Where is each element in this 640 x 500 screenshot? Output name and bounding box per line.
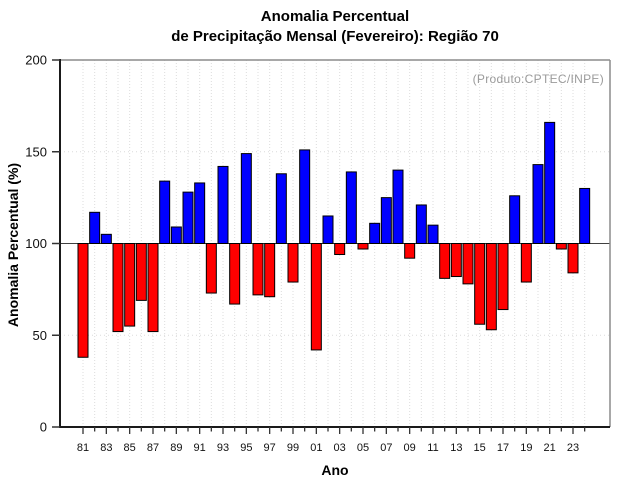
bar-2005 bbox=[357, 243, 369, 250]
bar-2013 bbox=[450, 243, 462, 278]
bar-1992 bbox=[205, 243, 217, 294]
x-axis-ticks: 81 83 85 87 89 91 93 95 97 99 01 03 05 07 09 11 13 15 17 19… bbox=[77, 427, 586, 454]
bar-2006 bbox=[369, 222, 381, 245]
x-tick-label-93: 93 bbox=[217, 442, 229, 454]
y-tick-label-50: 50 bbox=[33, 328, 47, 343]
x-tick-label-83: 83 bbox=[100, 442, 112, 454]
y-tick-label-200: 200 bbox=[25, 53, 47, 68]
x-tick-label-01: 01 bbox=[310, 442, 322, 454]
x-tick-label-15: 15 bbox=[474, 442, 486, 454]
bar-1981 bbox=[77, 243, 89, 358]
x-tick-label-87: 87 bbox=[147, 442, 159, 454]
bar-1999 bbox=[287, 243, 299, 283]
x-tick-label-23: 23 bbox=[567, 442, 579, 454]
y-tick-label-100: 100 bbox=[25, 236, 47, 251]
bar-1984 bbox=[112, 243, 124, 333]
bar-2009 bbox=[404, 243, 416, 259]
bar-2023 bbox=[567, 243, 579, 274]
x-tick-label-13: 13 bbox=[450, 442, 462, 454]
bar-1990 bbox=[182, 191, 194, 244]
bar-1994 bbox=[229, 243, 241, 305]
x-tick-label-97: 97 bbox=[264, 442, 276, 454]
x-tick-label-11: 11 bbox=[427, 442, 438, 454]
bar-1987 bbox=[147, 243, 159, 333]
bar-2014 bbox=[462, 243, 474, 285]
x-tick-label-17: 17 bbox=[497, 442, 509, 454]
x-tick-label-05: 05 bbox=[357, 442, 369, 454]
x-tick-label-19: 19 bbox=[520, 442, 532, 454]
bar-2024 bbox=[579, 187, 591, 244]
bar-2018 bbox=[509, 195, 521, 244]
x-tick-label-85: 85 bbox=[124, 442, 136, 454]
bar-2003 bbox=[334, 243, 346, 256]
bar-2012 bbox=[439, 243, 451, 279]
bar-2015 bbox=[474, 243, 486, 325]
bar-2001 bbox=[310, 243, 322, 351]
bar-1986 bbox=[135, 243, 147, 301]
bars bbox=[77, 121, 591, 358]
x-tick-label-81: 81 bbox=[77, 442, 89, 454]
y-axis-ticks: 0 50 100 150 200 bbox=[25, 53, 60, 435]
x-tick-label-91: 91 bbox=[194, 442, 206, 454]
bar-2007 bbox=[380, 197, 392, 244]
bar-1998 bbox=[275, 173, 287, 245]
x-tick-label-09: 09 bbox=[404, 442, 416, 454]
bar-2008 bbox=[392, 169, 404, 245]
bar-1995 bbox=[240, 153, 252, 245]
x-tick-label-99: 99 bbox=[287, 442, 299, 454]
product-annotation: (Produto:CPTEC/INPE) bbox=[472, 72, 604, 86]
bar-1989 bbox=[170, 226, 182, 244]
y-tick-label-0: 0 bbox=[40, 420, 47, 435]
bar-1983 bbox=[100, 233, 112, 244]
bar-2002 bbox=[322, 215, 334, 245]
x-tick-label-95: 95 bbox=[240, 442, 252, 454]
bar-2010 bbox=[415, 204, 427, 244]
x-tick-label-89: 89 bbox=[170, 442, 182, 454]
chart-subtitle: de Precipitação Mensal (Fevereiro): Regi… bbox=[171, 28, 499, 45]
bar-2021 bbox=[544, 121, 556, 244]
bar-2004 bbox=[345, 171, 357, 244]
chart-title: Anomalia Percentual bbox=[260, 8, 410, 25]
bar-1991 bbox=[194, 182, 206, 245]
bar-1997 bbox=[264, 243, 276, 298]
x-tick-label-03: 03 bbox=[334, 442, 346, 454]
bar-2017 bbox=[497, 243, 509, 311]
bar-1996 bbox=[252, 243, 264, 296]
x-axis-title: Ano bbox=[321, 462, 349, 478]
bar-1988 bbox=[159, 180, 171, 244]
bar-1993 bbox=[217, 165, 229, 244]
bar-2019 bbox=[520, 243, 532, 283]
bar-2000 bbox=[299, 149, 311, 244]
bar-2011 bbox=[427, 224, 439, 244]
bar-2020 bbox=[532, 164, 544, 244]
bar-2022 bbox=[555, 243, 567, 250]
x-tick-label-21: 21 bbox=[544, 442, 556, 454]
bar-1982 bbox=[89, 211, 101, 244]
y-tick-label-150: 150 bbox=[25, 144, 47, 159]
x-tick-label-07: 07 bbox=[380, 442, 392, 454]
bar-2016 bbox=[485, 243, 497, 331]
bar-1985 bbox=[124, 243, 136, 327]
